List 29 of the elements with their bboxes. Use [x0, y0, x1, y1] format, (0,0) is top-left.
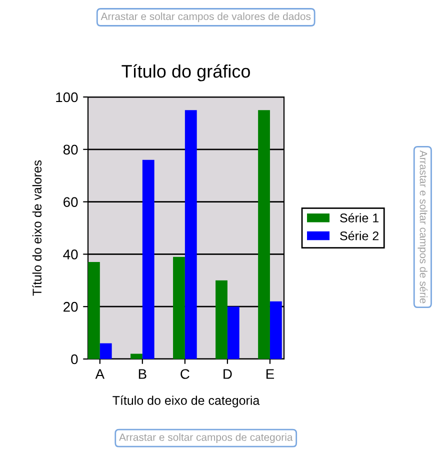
x-tick-label: D — [224, 369, 232, 379]
bar — [258, 110, 270, 359]
y-tick-label: 40 — [63, 250, 78, 260]
y-tick-label: 80 — [63, 144, 78, 155]
text: Arrastar e soltar campos de categoria — [119, 433, 293, 443]
x-tick-label: C — [180, 369, 190, 379]
bar — [184, 110, 197, 359]
x-tick-label: B — [138, 369, 146, 379]
text: Arrastar e soltar campos de série — [418, 150, 428, 304]
bar — [100, 343, 112, 359]
y-tick-label: 0 — [71, 354, 78, 364]
y-tick-label: 100 — [56, 92, 78, 102]
bar — [270, 301, 282, 359]
y-tick-label: 60 — [64, 197, 78, 207]
bar — [227, 306, 240, 359]
text: Arrastar e soltar campos de valores de dados — [100, 12, 311, 22]
bar — [216, 280, 228, 359]
bar — [88, 262, 100, 359]
y-tick-label: 20 — [64, 302, 78, 312]
bar — [142, 160, 154, 359]
bar — [173, 256, 185, 359]
x-axis-title: Título do eixo de categoria — [112, 396, 260, 408]
bar — [130, 354, 142, 359]
x-tick-label: A — [95, 369, 105, 379]
legend-label: Série 1 — [340, 213, 379, 222]
x-tick-label: E — [266, 369, 274, 379]
legend-label: Série 2 — [340, 230, 378, 240]
y-axis-title: Título do eixo de valores — [32, 160, 42, 296]
chart-title: Título do gráfico — [122, 64, 250, 82]
